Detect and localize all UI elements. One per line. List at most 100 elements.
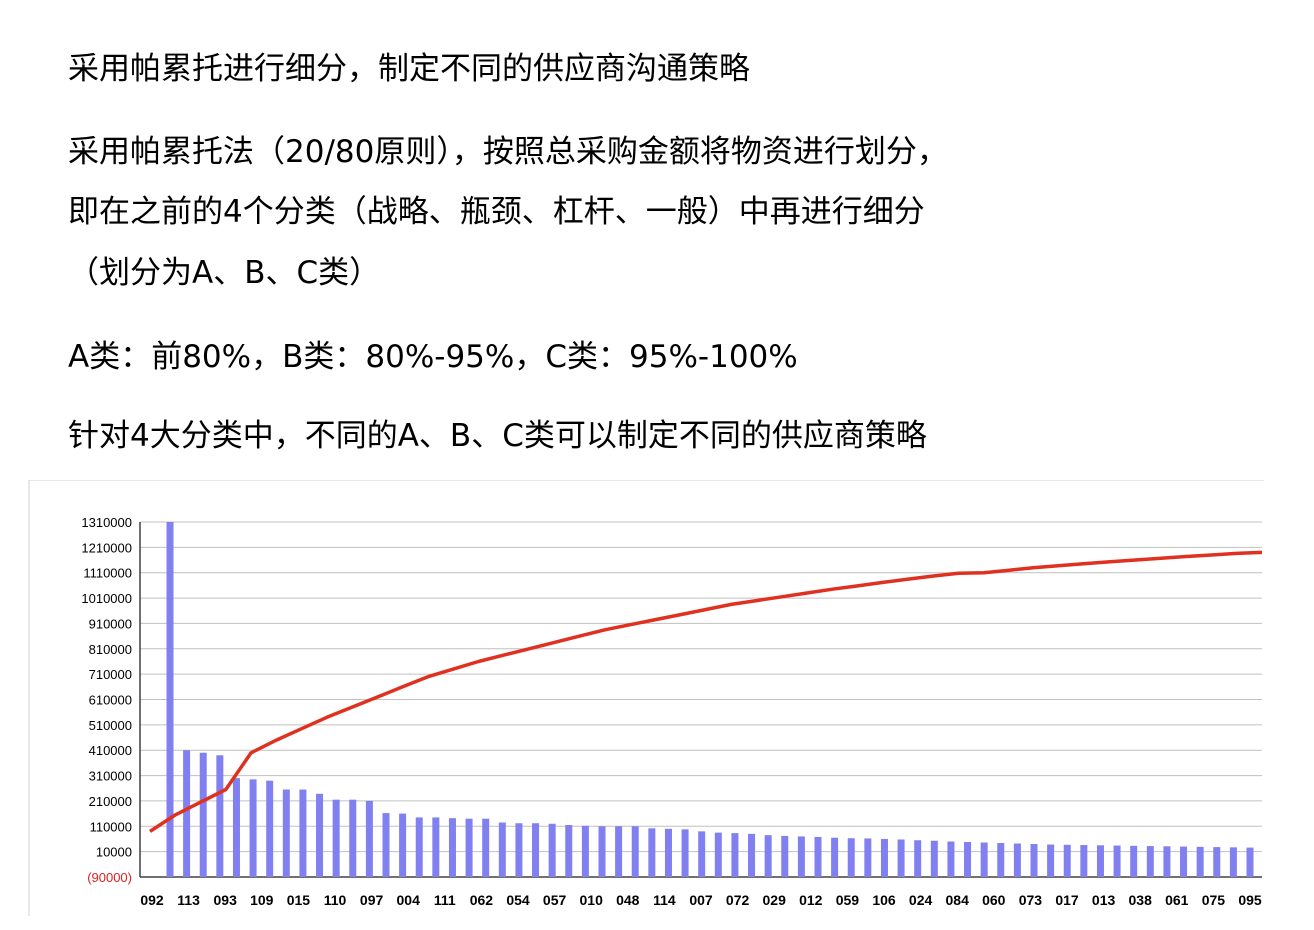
x-tick-label: 084 [946,892,970,908]
x-tick-label: 012 [799,892,823,908]
bar [1163,846,1171,877]
bar [864,838,872,877]
y-tick-label: 710000 [89,667,132,682]
y-tick-label: 810000 [89,642,132,657]
y-tick-label: 1110000 [83,566,132,581]
y-tick-label: 510000 [89,718,132,733]
bar [831,837,839,877]
bar [648,828,656,877]
bar [914,840,922,877]
x-tick-label: 060 [982,892,1006,908]
x-tick-label: 062 [470,892,494,908]
pareto-chart-svg: 1310000 1210000 1110000 1010000 910000 810000… [28,480,1264,916]
bar [897,839,905,877]
x-tick-label: 059 [836,892,860,908]
bar [498,822,506,877]
bar [781,835,789,877]
y-tick-label: 210000 [89,794,132,809]
bar [797,836,805,877]
bar [980,842,988,877]
x-tick-label: 073 [1019,892,1043,908]
paragraph-line-3: 即在之前的4个分类（战略、瓶颈、杠杆、一般）中再进行细分 [68,194,925,230]
bar [1080,845,1088,877]
x-tick-label: 048 [616,892,640,908]
x-tick-label: 029 [763,892,787,908]
x-tick-label: 106 [872,892,896,908]
bar [1130,845,1138,877]
bar [183,750,191,877]
bar [664,828,672,877]
bar [465,818,473,877]
bar [365,800,373,877]
x-tick-label: 054 [506,892,530,908]
bar [1030,844,1038,877]
bar [681,829,689,877]
x-tick-label: 075 [1202,892,1226,908]
y-tick-label: 10000 [96,845,132,860]
x-tick-label: 038 [1129,892,1153,908]
y-tick-label: 310000 [89,769,132,784]
bar [166,522,174,877]
bar [515,823,523,877]
bar [615,826,623,877]
bar [731,833,739,877]
bar [432,817,440,877]
bar [415,817,423,877]
heading-line-1: 采用帕累托进行细分，制定不同的供应商沟通策略 [68,51,750,87]
y-tick-label: 1210000 [81,540,132,555]
bar [216,755,224,877]
bar [399,813,407,877]
bar [199,752,207,877]
y-tick-label: 610000 [89,693,132,708]
bar [1096,845,1104,877]
bar [997,843,1005,877]
bar [930,840,938,877]
x-tick-label: 017 [1055,892,1079,908]
bar [947,841,955,877]
bar [482,818,490,877]
bar [548,823,556,877]
bar [266,780,274,877]
bar [316,793,324,877]
bar [249,779,257,877]
x-tick-label: 010 [580,892,604,908]
bar [1213,847,1221,877]
bar [1180,846,1188,877]
bar [349,799,357,877]
x-tick-label: 015 [287,892,311,908]
y-tick-label: 410000 [89,743,132,758]
x-tick-label: 004 [397,892,421,908]
x-tick-label: 061 [1165,892,1189,908]
bar [764,835,772,877]
x-tick-label: 109 [250,892,274,908]
bar [1246,847,1254,877]
cumulative-line [149,550,1263,833]
pareto-chart: 1310000 1210000 1110000 1010000 910000 810000… [28,480,1264,916]
bar [299,789,307,877]
bar [631,826,639,877]
x-tick-label: 093 [214,892,238,908]
x-tick-label: 095 [1238,892,1262,908]
bar [880,838,888,877]
bar [382,813,390,877]
x-tick-label: 072 [726,892,750,908]
bar [232,778,240,877]
x-tick-label: 110 [324,892,347,908]
bar [1196,846,1204,877]
bar [1013,843,1021,877]
bar [847,838,855,877]
bar [714,832,722,877]
bar [964,842,972,877]
bar [1113,845,1121,877]
x-tick-label: 111 [434,892,456,908]
bar [748,833,756,877]
bar [1146,846,1154,877]
bar [1063,844,1071,877]
y-tick-label: (90000) [87,870,132,885]
bar [282,789,290,877]
bar [698,831,706,877]
y-tick-label: 1010000 [81,591,132,606]
bar [598,826,606,877]
y-tick-label: 110000 [90,819,132,834]
x-tick-label: 057 [543,892,567,908]
